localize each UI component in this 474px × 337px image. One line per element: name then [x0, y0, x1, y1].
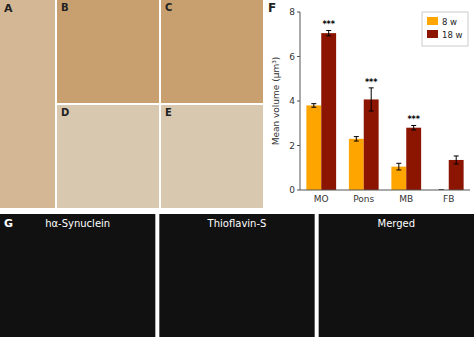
significance-label: *** [365, 78, 378, 87]
image-panel [161, 0, 263, 103]
figure: A B C D Ehα-Synuclein Thioflavin-S Merged G F Mea… [0, 0, 474, 337]
image-panel [0, 214, 155, 337]
image-panel [161, 105, 263, 208]
error-line [356, 137, 357, 141]
bar [391, 167, 406, 190]
bar [306, 105, 321, 190]
x-tick-label: MO [314, 194, 329, 204]
error-cap [396, 169, 401, 170]
bar [321, 33, 336, 190]
legend-swatch [427, 17, 438, 25]
error-cap [326, 35, 331, 36]
y-tick-label: 8 [289, 7, 295, 17]
legend-entry: 18 w [442, 30, 463, 40]
panel-title: Thioflavin-S [207, 218, 267, 229]
y-tick-label: 6 [289, 52, 295, 62]
error-cap [311, 107, 316, 108]
error-cap [354, 141, 359, 142]
panel-label: B [61, 2, 69, 13]
error-bar [396, 163, 401, 170]
error-bar [311, 104, 316, 108]
legend-swatch [427, 30, 438, 38]
error-bar [411, 125, 416, 129]
error-line [413, 125, 414, 129]
x-axis [300, 190, 470, 191]
error-cap [454, 163, 459, 164]
error-bar [454, 156, 459, 164]
image-panel [319, 214, 474, 337]
y-axis [300, 12, 301, 190]
x-tick-label: MB [399, 194, 413, 204]
bar [349, 139, 364, 190]
error-cap [369, 87, 374, 88]
y-tick-label: 4 [289, 96, 295, 106]
error-bar [354, 137, 359, 141]
bar [364, 99, 379, 190]
image-panel [159, 214, 314, 337]
error-cap [326, 30, 331, 31]
legend: 8 w 18 w [422, 12, 468, 46]
panel-label: A [4, 2, 13, 15]
bars [306, 30, 463, 190]
image-panel [57, 105, 159, 208]
error-line [371, 88, 372, 111]
x-tick-label: FB [443, 194, 454, 204]
error-line [328, 30, 329, 35]
legend-entry: 8 w [442, 17, 457, 27]
significance-label: *** [322, 20, 335, 29]
y-tick-label: 2 [289, 141, 295, 151]
error-bar [326, 30, 331, 35]
error-cap [311, 103, 316, 104]
error-bar [369, 88, 374, 111]
error-line [456, 156, 457, 164]
image-panel [0, 0, 55, 208]
panel-label: C [165, 2, 172, 13]
image-panel [57, 0, 159, 103]
y-axis-label: Mean volume (μm³) [271, 57, 281, 146]
error-cap [396, 163, 401, 164]
legend-box [422, 12, 468, 46]
error-cap [369, 111, 374, 112]
x-tick-label: Pons [353, 194, 374, 204]
error-line [313, 104, 314, 108]
y-tick-label: 0 [289, 185, 295, 195]
bar [406, 128, 421, 190]
panel-label: G [4, 217, 13, 230]
bar [449, 160, 464, 190]
error-cap [354, 136, 359, 137]
error-cap [411, 129, 416, 130]
error-cap [454, 155, 459, 156]
error-line [398, 163, 399, 170]
panel-title: hα-Synuclein [45, 218, 110, 229]
panel-label: E [165, 107, 172, 118]
panel-label: D [61, 107, 69, 118]
panel-title: Merged [378, 218, 416, 229]
panel-label: F [268, 1, 276, 15]
significance-label: *** [407, 115, 420, 124]
error-cap [411, 125, 416, 126]
